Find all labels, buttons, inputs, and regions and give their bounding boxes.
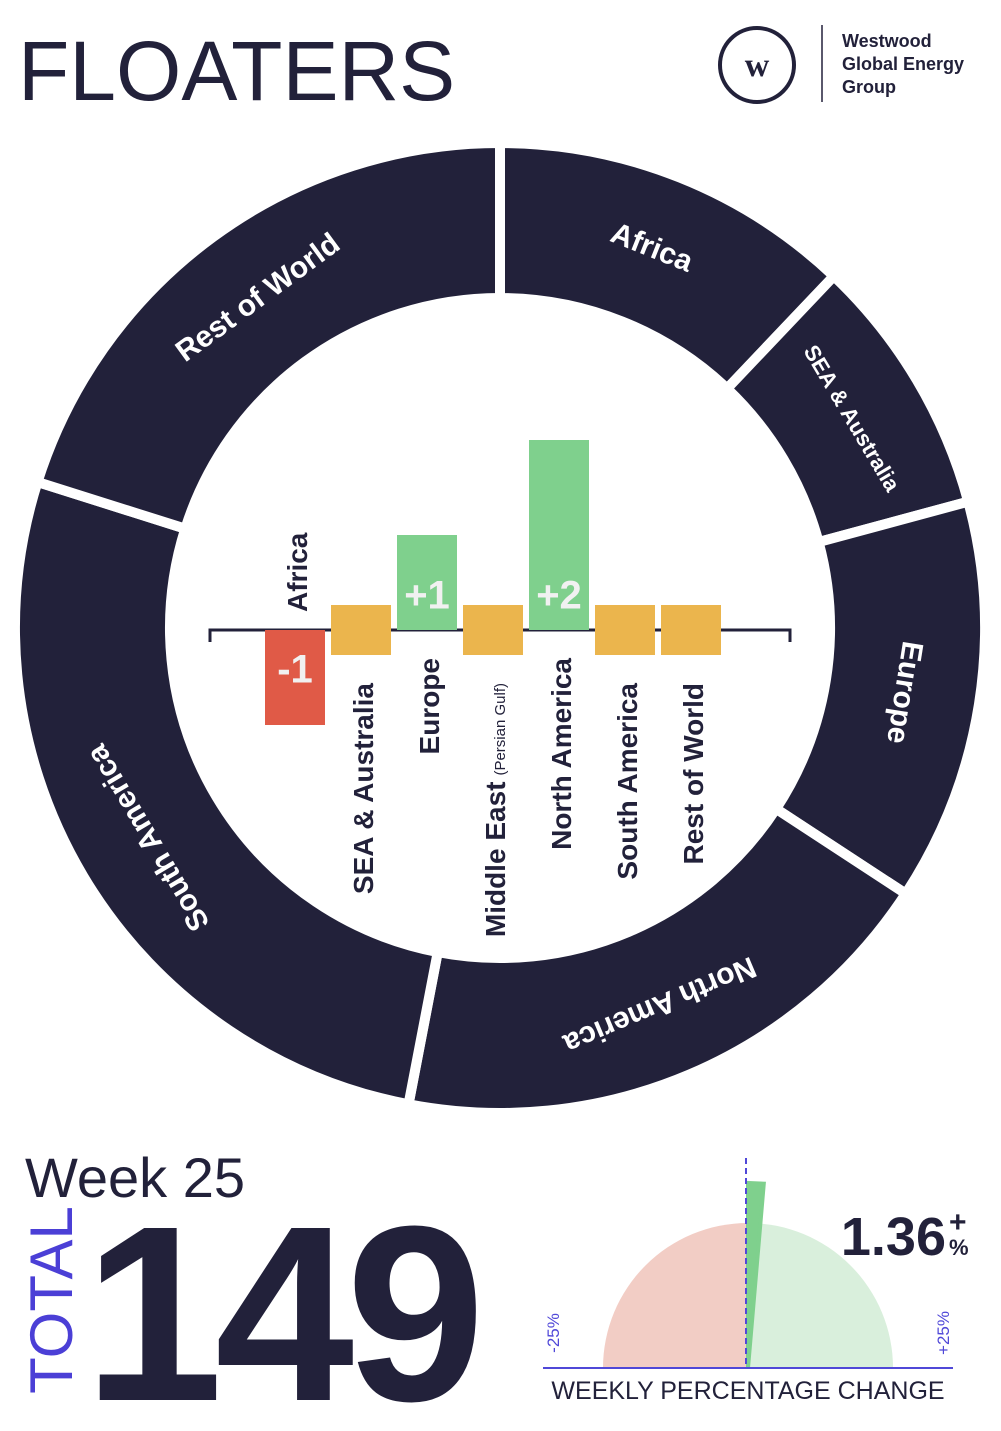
logo-mark: w [745,47,770,84]
bar [397,535,457,630]
bar [529,440,589,630]
gauge-positive [748,1223,893,1368]
category-label: Africa [282,532,313,612]
donut-segment [402,801,913,1118]
week-label: Week 25 [25,1146,245,1209]
bar [331,605,391,655]
bar [463,605,523,655]
total-value: 149 [84,1174,477,1431]
logo-text: Westwood [842,31,932,51]
total-label: TOTAL [18,1206,85,1394]
bar-value-label: -1 [277,648,313,692]
logo-ring [718,26,796,104]
gauge-tick-label: +25% [934,1311,953,1355]
logo-text: Group [842,77,896,97]
gauge-tick-label: -25% [544,1313,563,1353]
bar [265,630,325,725]
category-name: Africa [282,532,313,612]
donut-segment [31,137,505,535]
category-label: Rest of World [678,683,709,864]
donut-segment [10,475,444,1111]
gauge-unit: % [949,1235,969,1260]
category-note: (Persian Gulf) [492,683,509,776]
category-name: Rest of World [678,683,709,864]
gauge-value: 1.36 [841,1207,946,1267]
category-label: North America [546,658,577,850]
bar [661,605,721,655]
gauge-needle [746,1180,766,1369]
gauge-suffix: + [949,1206,967,1239]
gauge-axis-title: WEEKLY PERCENTAGE CHANGE [551,1377,944,1405]
bar [595,605,655,655]
page-title: FLOATERS [18,24,455,118]
gauge-negative [603,1223,748,1368]
category-name: Europe [414,658,445,754]
category-name: South America [612,683,643,880]
category-name: Middle East [480,782,511,938]
category-name: SEA & Australia [348,683,379,895]
category-label: SEA & Australia [348,683,379,895]
category-label: Europe [414,658,445,754]
bar-value-label: +2 [536,574,582,618]
category-name: North America [546,658,577,850]
category-label: South America [612,683,643,880]
bar-value-label: +1 [404,574,450,618]
category-label: Middle East (Persian Gulf) [480,683,511,937]
logo-text: Global Energy [842,54,964,74]
